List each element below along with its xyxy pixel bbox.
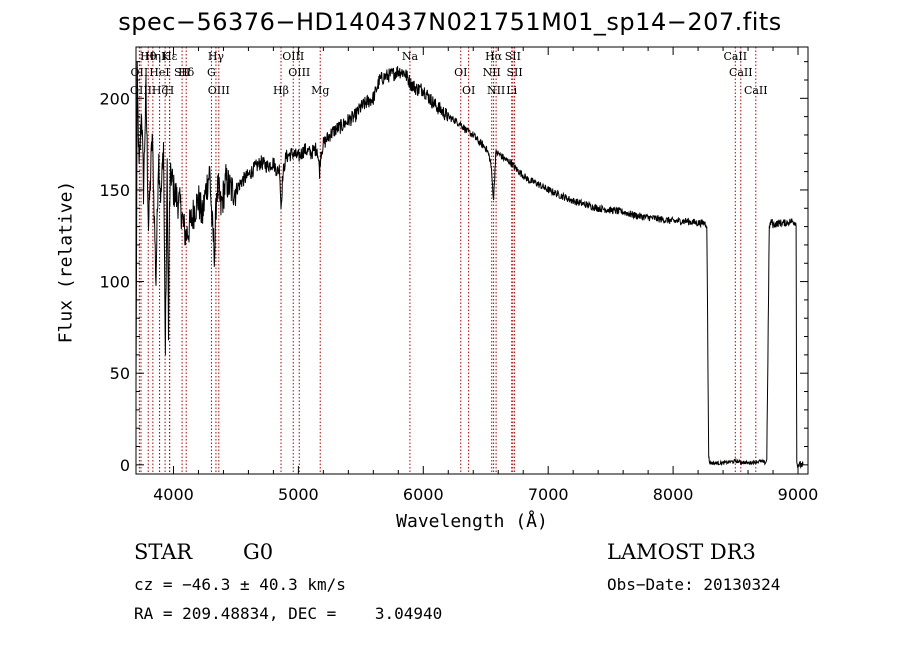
line-label: Hβ	[273, 84, 289, 97]
y-axis-label: Flux (relative)	[55, 180, 77, 344]
survey-label: LAMOST DR3	[607, 540, 756, 564]
line-label: CaII	[744, 84, 768, 97]
line-label: OIII	[288, 66, 310, 79]
class-label: STAR	[134, 540, 193, 564]
line-label: Hγ	[208, 50, 225, 63]
line-label: Hη	[145, 50, 161, 63]
line-label: SII	[505, 50, 521, 63]
x-tick-label: 7000	[528, 485, 569, 504]
line-label: OIII	[282, 50, 304, 63]
obs-date-text: Obs−Date: 20130324	[607, 575, 781, 594]
subclass-label: G0	[243, 540, 274, 564]
y-tick-label: 150	[99, 181, 130, 200]
spectrum-line	[136, 61, 804, 469]
chart-title: spec−56376−HD140437N021751M01_sp14−207.f…	[118, 8, 782, 36]
y-tick-label: 100	[99, 273, 130, 292]
line-label: Hθ	[140, 50, 157, 63]
line-label: OII	[131, 66, 149, 79]
y-tick-label: 50	[110, 364, 130, 383]
line-label: SII	[506, 66, 522, 79]
x-tick-label: 9000	[778, 485, 819, 504]
line-label: SII	[174, 66, 190, 79]
line-label: Hε	[162, 50, 178, 63]
line-label: Hζ	[152, 84, 168, 97]
line-label: OI	[454, 66, 467, 79]
line-label: OI	[462, 84, 475, 97]
line-label: NII	[487, 84, 505, 97]
line-label: CaII	[723, 50, 747, 63]
y-tick-label: 0	[120, 456, 130, 475]
line-label: OIII	[208, 84, 230, 97]
y-tick-label: 200	[99, 89, 130, 108]
line-label: K	[161, 50, 170, 63]
line-label: Li	[506, 84, 517, 97]
line-label: CaII	[729, 66, 753, 79]
line-label: HeI	[149, 66, 169, 79]
line-label: Na	[402, 50, 419, 63]
redshift-text: cz = −46.3 ± 40.3 km/s	[134, 575, 346, 594]
axis-ticks: 4000 5000 6000 7000 8000 9000 0 50 100 150 200	[99, 47, 818, 504]
line-label: Mg	[311, 84, 329, 97]
line-label: Hδ	[178, 66, 195, 79]
x-tick-label: 4000	[153, 485, 194, 504]
x-tick-label: 6000	[403, 485, 444, 504]
spectral-line-markers	[138, 47, 757, 474]
line-label: G	[207, 66, 216, 79]
coords-text: RA = 209.48834, DEC = 3.04940	[134, 604, 443, 623]
x-axis-label: Wavelength (Å)	[396, 511, 548, 532]
x-tick-label: 5000	[278, 485, 319, 504]
line-label: NII	[483, 66, 501, 79]
spectrum-series	[136, 61, 804, 469]
plot-frame	[135, 46, 809, 475]
x-tick-label: 8000	[653, 485, 694, 504]
line-label: H	[165, 84, 175, 97]
line-label: OIII	[130, 84, 152, 97]
line-label: Hα	[485, 50, 503, 63]
